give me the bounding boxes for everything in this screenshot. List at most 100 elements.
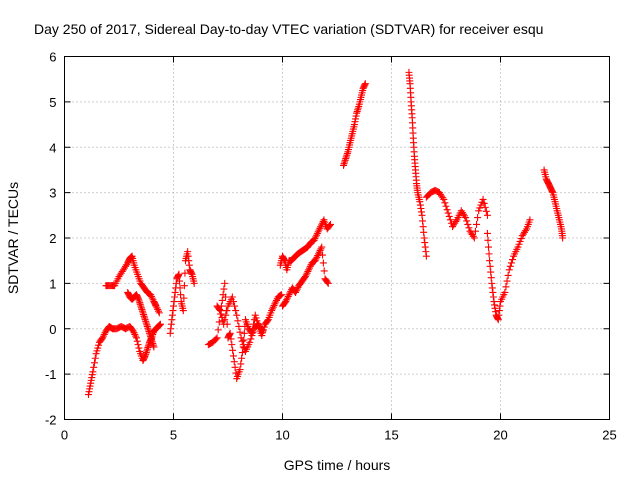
data-point bbox=[276, 292, 284, 300]
chart-title: Day 250 of 2017, Sidereal Day-to-day VTE… bbox=[34, 21, 543, 37]
data-point bbox=[234, 317, 242, 325]
data-point bbox=[131, 330, 139, 338]
data-point bbox=[268, 305, 276, 313]
data-point bbox=[461, 212, 469, 220]
data-point bbox=[464, 220, 472, 228]
data-point bbox=[471, 227, 479, 235]
data-point bbox=[282, 298, 290, 306]
data-point bbox=[135, 344, 143, 352]
x-tick-label: 0 bbox=[61, 428, 68, 443]
data-point bbox=[99, 334, 107, 342]
data-point bbox=[465, 224, 473, 232]
data-point bbox=[99, 332, 107, 340]
data-point bbox=[150, 343, 158, 351]
data-point bbox=[311, 235, 319, 243]
data-point bbox=[228, 341, 236, 349]
data-point bbox=[100, 330, 108, 338]
data-point bbox=[302, 271, 310, 279]
data-point bbox=[312, 255, 320, 263]
data-point bbox=[324, 279, 332, 287]
x-tick-labels: 0 5 10 15 20 25 bbox=[61, 428, 617, 443]
y-tick-label: 3 bbox=[49, 186, 56, 201]
data-point bbox=[444, 209, 452, 217]
data-point bbox=[222, 311, 230, 319]
y-tick-label: 6 bbox=[49, 50, 56, 65]
data-point bbox=[221, 279, 229, 287]
data-point bbox=[306, 262, 314, 270]
data-point bbox=[212, 335, 220, 343]
data-point bbox=[218, 296, 226, 304]
series-track-g bbox=[276, 216, 334, 274]
data-point bbox=[326, 222, 334, 230]
data-point bbox=[130, 329, 138, 337]
x-tick-label: 15 bbox=[384, 428, 398, 443]
data-point bbox=[504, 271, 512, 279]
data-point bbox=[479, 195, 487, 203]
series-track-e bbox=[204, 279, 285, 383]
y-tick-label: -2 bbox=[45, 413, 57, 428]
data-point bbox=[292, 288, 300, 296]
data-point bbox=[283, 294, 291, 302]
data-point bbox=[237, 334, 245, 342]
data-point bbox=[480, 199, 488, 207]
data-point bbox=[319, 259, 327, 267]
axis-ticks bbox=[64, 56, 610, 420]
data-point bbox=[320, 267, 328, 275]
data-point bbox=[326, 220, 334, 228]
data-point bbox=[154, 305, 162, 313]
data-point bbox=[268, 307, 276, 315]
data-point bbox=[229, 298, 237, 306]
series-track-m bbox=[540, 166, 567, 242]
y-tick-labels: -2 -1 0 1 2 3 4 5 6 bbox=[45, 50, 57, 428]
data-point bbox=[526, 216, 534, 224]
data-point bbox=[313, 253, 321, 261]
data-point bbox=[316, 246, 324, 254]
series-track-c bbox=[124, 288, 158, 351]
data-point bbox=[304, 267, 312, 275]
data-point bbox=[452, 218, 460, 226]
y-tick-label: 0 bbox=[49, 322, 56, 337]
data-point bbox=[215, 318, 223, 326]
data-point bbox=[559, 234, 567, 242]
data-point bbox=[522, 227, 530, 235]
grid-lines bbox=[64, 56, 610, 420]
data-point bbox=[156, 320, 164, 328]
data-point bbox=[314, 228, 322, 236]
series-track-l bbox=[483, 216, 534, 324]
y-tick-label: 4 bbox=[49, 140, 56, 155]
data-point bbox=[175, 277, 183, 285]
data-point bbox=[463, 217, 471, 225]
data-point bbox=[318, 243, 326, 251]
data-point bbox=[232, 307, 240, 315]
data-point bbox=[292, 287, 300, 295]
data-point bbox=[501, 288, 509, 296]
data-point bbox=[238, 354, 246, 362]
data-point bbox=[316, 224, 324, 232]
data-point bbox=[231, 363, 239, 371]
data-point bbox=[273, 296, 281, 304]
data-point bbox=[482, 207, 490, 215]
data-point bbox=[228, 293, 236, 301]
data-point bbox=[237, 360, 245, 368]
x-tick-label: 20 bbox=[493, 428, 507, 443]
data-point bbox=[259, 327, 267, 335]
data-point bbox=[222, 293, 230, 301]
data-point bbox=[91, 354, 99, 362]
data-point bbox=[314, 250, 322, 258]
data-point bbox=[247, 335, 255, 343]
data-point bbox=[305, 266, 313, 274]
data-point bbox=[230, 358, 238, 366]
data-point bbox=[485, 250, 493, 258]
data-point bbox=[502, 283, 510, 291]
data-point bbox=[439, 194, 447, 202]
data-point bbox=[134, 341, 142, 349]
data-point bbox=[283, 296, 291, 304]
y-tick-label: 1 bbox=[49, 276, 56, 291]
data-point bbox=[153, 304, 161, 312]
data-point bbox=[216, 307, 224, 315]
data-point bbox=[507, 259, 515, 267]
data-point bbox=[317, 245, 325, 253]
series-track-i bbox=[340, 80, 369, 169]
data-point bbox=[180, 282, 188, 290]
